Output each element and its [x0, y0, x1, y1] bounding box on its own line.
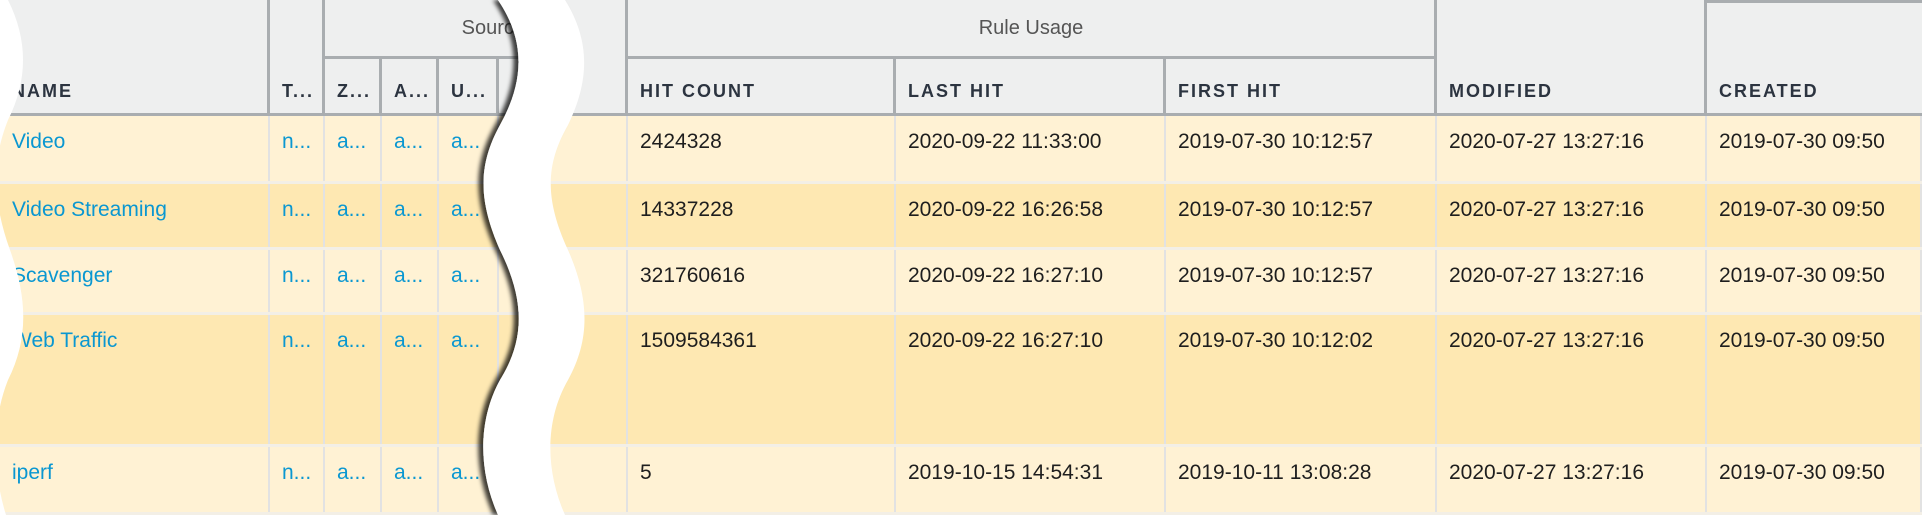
cell-created: 2019-07-30 09:50 — [1707, 184, 1922, 247]
cell-empty — [565, 315, 628, 444]
cell-zone[interactable]: a... — [325, 116, 382, 181]
cell-address[interactable]: a... — [382, 184, 439, 247]
table-row[interactable]: iperf n... a... a... a... 5 2019-10-15 14:54:3… — [0, 447, 1922, 515]
cell-empty — [565, 116, 628, 181]
cell-zone[interactable]: a... — [325, 315, 382, 444]
cell-zone[interactable]: a... — [325, 447, 382, 512]
cell-empty — [565, 447, 628, 512]
middle-torn-gap — [483, 0, 585, 515]
cell-last-hit: 2020-09-22 16:26:58 — [896, 184, 1166, 247]
cell-hit-count: 321760616 — [628, 250, 896, 312]
cell-created: 2019-07-30 09:50 — [1707, 250, 1922, 312]
cell-address[interactable]: a... — [382, 250, 439, 312]
column-header-user[interactable]: U... — [439, 59, 499, 116]
cell-zone[interactable]: a... — [325, 184, 382, 247]
column-header-type[interactable]: T... — [270, 59, 325, 116]
cell-last-hit: 2020-09-22 11:33:00 — [896, 116, 1166, 181]
column-header-first-hit[interactable]: FIRST HIT — [1166, 59, 1437, 116]
cell-first-hit: 2019-10-11 13:08:28 — [1166, 447, 1437, 512]
cell-user[interactable]: a... — [439, 315, 499, 444]
cell-modified: 2020-07-27 13:27:16 — [1437, 315, 1707, 444]
column-header-zone[interactable]: Z... — [325, 59, 382, 116]
cell-created: 2019-07-30 09:50 — [1707, 315, 1922, 444]
cell-modified: 2020-07-27 13:27:16 — [1437, 116, 1707, 181]
cell-type[interactable]: n... — [270, 250, 325, 312]
cell-modified: 2020-07-27 13:27:16 — [1437, 250, 1707, 312]
cell-first-hit: 2019-07-30 10:12:57 — [1166, 116, 1437, 181]
cell-first-hit: 2019-07-30 10:12:02 — [1166, 315, 1437, 444]
column-header-hit-count[interactable]: HIT COUNT — [628, 59, 896, 116]
cell-address[interactable]: a... — [382, 315, 439, 444]
column-header-last-hit[interactable]: LAST HIT — [896, 59, 1166, 116]
cell-last-hit: 2020-09-22 16:27:10 — [896, 250, 1166, 312]
cell-modified: 2020-07-27 13:27:16 — [1437, 184, 1707, 247]
cell-hit-count: 5 — [628, 447, 896, 512]
cell-hit-count: 1509584361 — [628, 315, 896, 444]
cell-last-hit: 2020-09-22 16:27:10 — [896, 315, 1166, 444]
cell-type[interactable]: n... — [270, 116, 325, 181]
column-header-address[interactable]: A... — [382, 59, 439, 116]
cell-first-hit: 2019-07-30 10:12:57 — [1166, 184, 1437, 247]
cell-name[interactable]: iperf — [0, 447, 270, 512]
column-header-created[interactable]: CREATED — [1707, 59, 1922, 116]
group-header-empty — [270, 0, 325, 59]
cell-hit-count: 14337228 — [628, 184, 896, 247]
group-header-empty — [0, 0, 270, 59]
table-row[interactable]: Scavenger n... a... a... a... 321760616 2020-0… — [0, 250, 1922, 315]
left-torn-edge — [0, 0, 24, 515]
cell-name[interactable]: Web Traffic — [0, 315, 270, 444]
column-header-modified[interactable]: MODIFIED — [1437, 59, 1707, 116]
cell-address[interactable]: a... — [382, 447, 439, 512]
cell-modified: 2020-07-27 13:27:16 — [1437, 447, 1707, 512]
column-header-name[interactable]: NAME — [0, 59, 270, 116]
group-header-rule-usage: Rule Usage — [628, 0, 1437, 59]
cell-empty — [565, 184, 628, 247]
cell-name[interactable]: Scavenger — [0, 250, 270, 312]
cell-type[interactable]: n... — [270, 447, 325, 512]
cell-created: 2019-07-30 09:50 — [1707, 447, 1922, 512]
cell-hit-count: 2424328 — [628, 116, 896, 181]
cell-type[interactable]: n... — [270, 184, 325, 247]
table-row[interactable]: Video n... a... a... a... 2424328 2020-09-22 1… — [0, 116, 1922, 184]
cell-first-hit: 2019-07-30 10:12:57 — [1166, 250, 1437, 312]
table-row[interactable]: Video Streaming n... a... a... a... 14337228 2… — [0, 184, 1922, 250]
cell-name[interactable]: Video — [0, 116, 270, 181]
table-row[interactable]: Web Traffic n... a... a... a... 1509584361 202… — [0, 315, 1922, 447]
cell-type[interactable]: n... — [270, 315, 325, 444]
cell-created: 2019-07-30 09:50 — [1707, 116, 1922, 181]
cell-name[interactable]: Video Streaming — [0, 184, 270, 247]
cell-zone[interactable]: a... — [325, 250, 382, 312]
cell-last-hit: 2019-10-15 14:54:31 — [896, 447, 1166, 512]
cell-user[interactable]: a... — [439, 250, 499, 312]
header-bottom-border — [0, 113, 1922, 116]
group-header-empty — [1437, 0, 1707, 59]
cell-address[interactable]: a... — [382, 116, 439, 181]
cell-empty — [565, 250, 628, 312]
